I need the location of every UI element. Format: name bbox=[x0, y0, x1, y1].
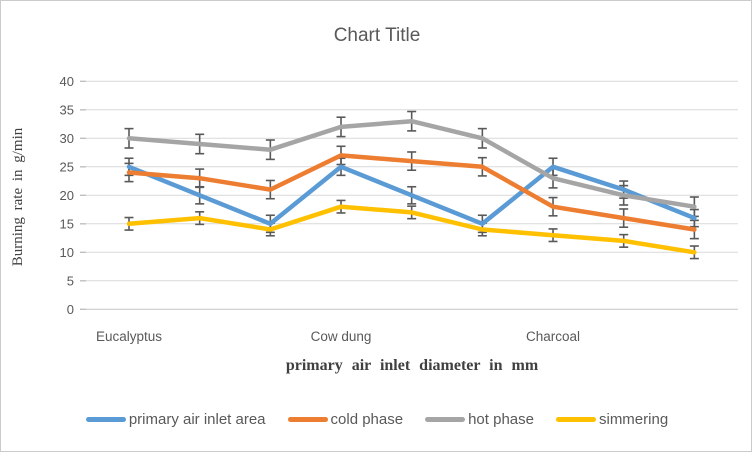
series-line-cold-phase bbox=[126, 153, 697, 232]
legend-item-hot-phase[interactable]: hot phase bbox=[425, 411, 534, 428]
y-tick-label-35: 35 bbox=[60, 102, 74, 117]
y-tick-label-5: 5 bbox=[67, 273, 74, 288]
legend-label: simmering bbox=[598, 411, 669, 428]
y-tick-label-40: 40 bbox=[60, 74, 74, 89]
y-tick-label-10: 10 bbox=[60, 245, 74, 260]
category-label-eucalyptus: Eucalyptus bbox=[96, 329, 162, 344]
legend-label: hot phase bbox=[468, 411, 534, 428]
legend-item-simmering[interactable]: simmering bbox=[555, 411, 669, 428]
legend-label: cold phase bbox=[330, 411, 404, 428]
series-line-simmering bbox=[126, 204, 697, 255]
category-label-cow-dung: Cow dung bbox=[311, 329, 372, 344]
series-line-hot-phase bbox=[126, 118, 697, 209]
y-tick-label-30: 30 bbox=[60, 131, 74, 146]
series-line-primary-air-inlet-area bbox=[126, 164, 697, 227]
legend-swatch-icon bbox=[287, 417, 328, 422]
y-tick-label-15: 15 bbox=[60, 216, 74, 231]
y-tick-label-0: 0 bbox=[67, 302, 74, 317]
legend-swatch-icon bbox=[555, 417, 596, 422]
y-tick-label-20: 20 bbox=[60, 188, 74, 203]
y-tick-label-25: 25 bbox=[60, 159, 74, 174]
legend-item-cold-phase[interactable]: cold phase bbox=[287, 411, 404, 428]
legend-swatch-icon bbox=[425, 417, 466, 422]
legend-swatch-icon bbox=[85, 417, 126, 422]
x-axis-title: primary air inlet diameter in mm bbox=[285, 357, 539, 374]
legend-label: primary air inlet area bbox=[128, 411, 266, 428]
legend-item-primary-air-inlet-area[interactable]: primary air inlet area bbox=[85, 411, 266, 428]
legend: primary air inlet area cold phase hot phas… bbox=[1, 411, 751, 428]
chart-title: Chart Title bbox=[333, 25, 421, 46]
category-label-charcoal: Charcoal bbox=[526, 329, 580, 344]
